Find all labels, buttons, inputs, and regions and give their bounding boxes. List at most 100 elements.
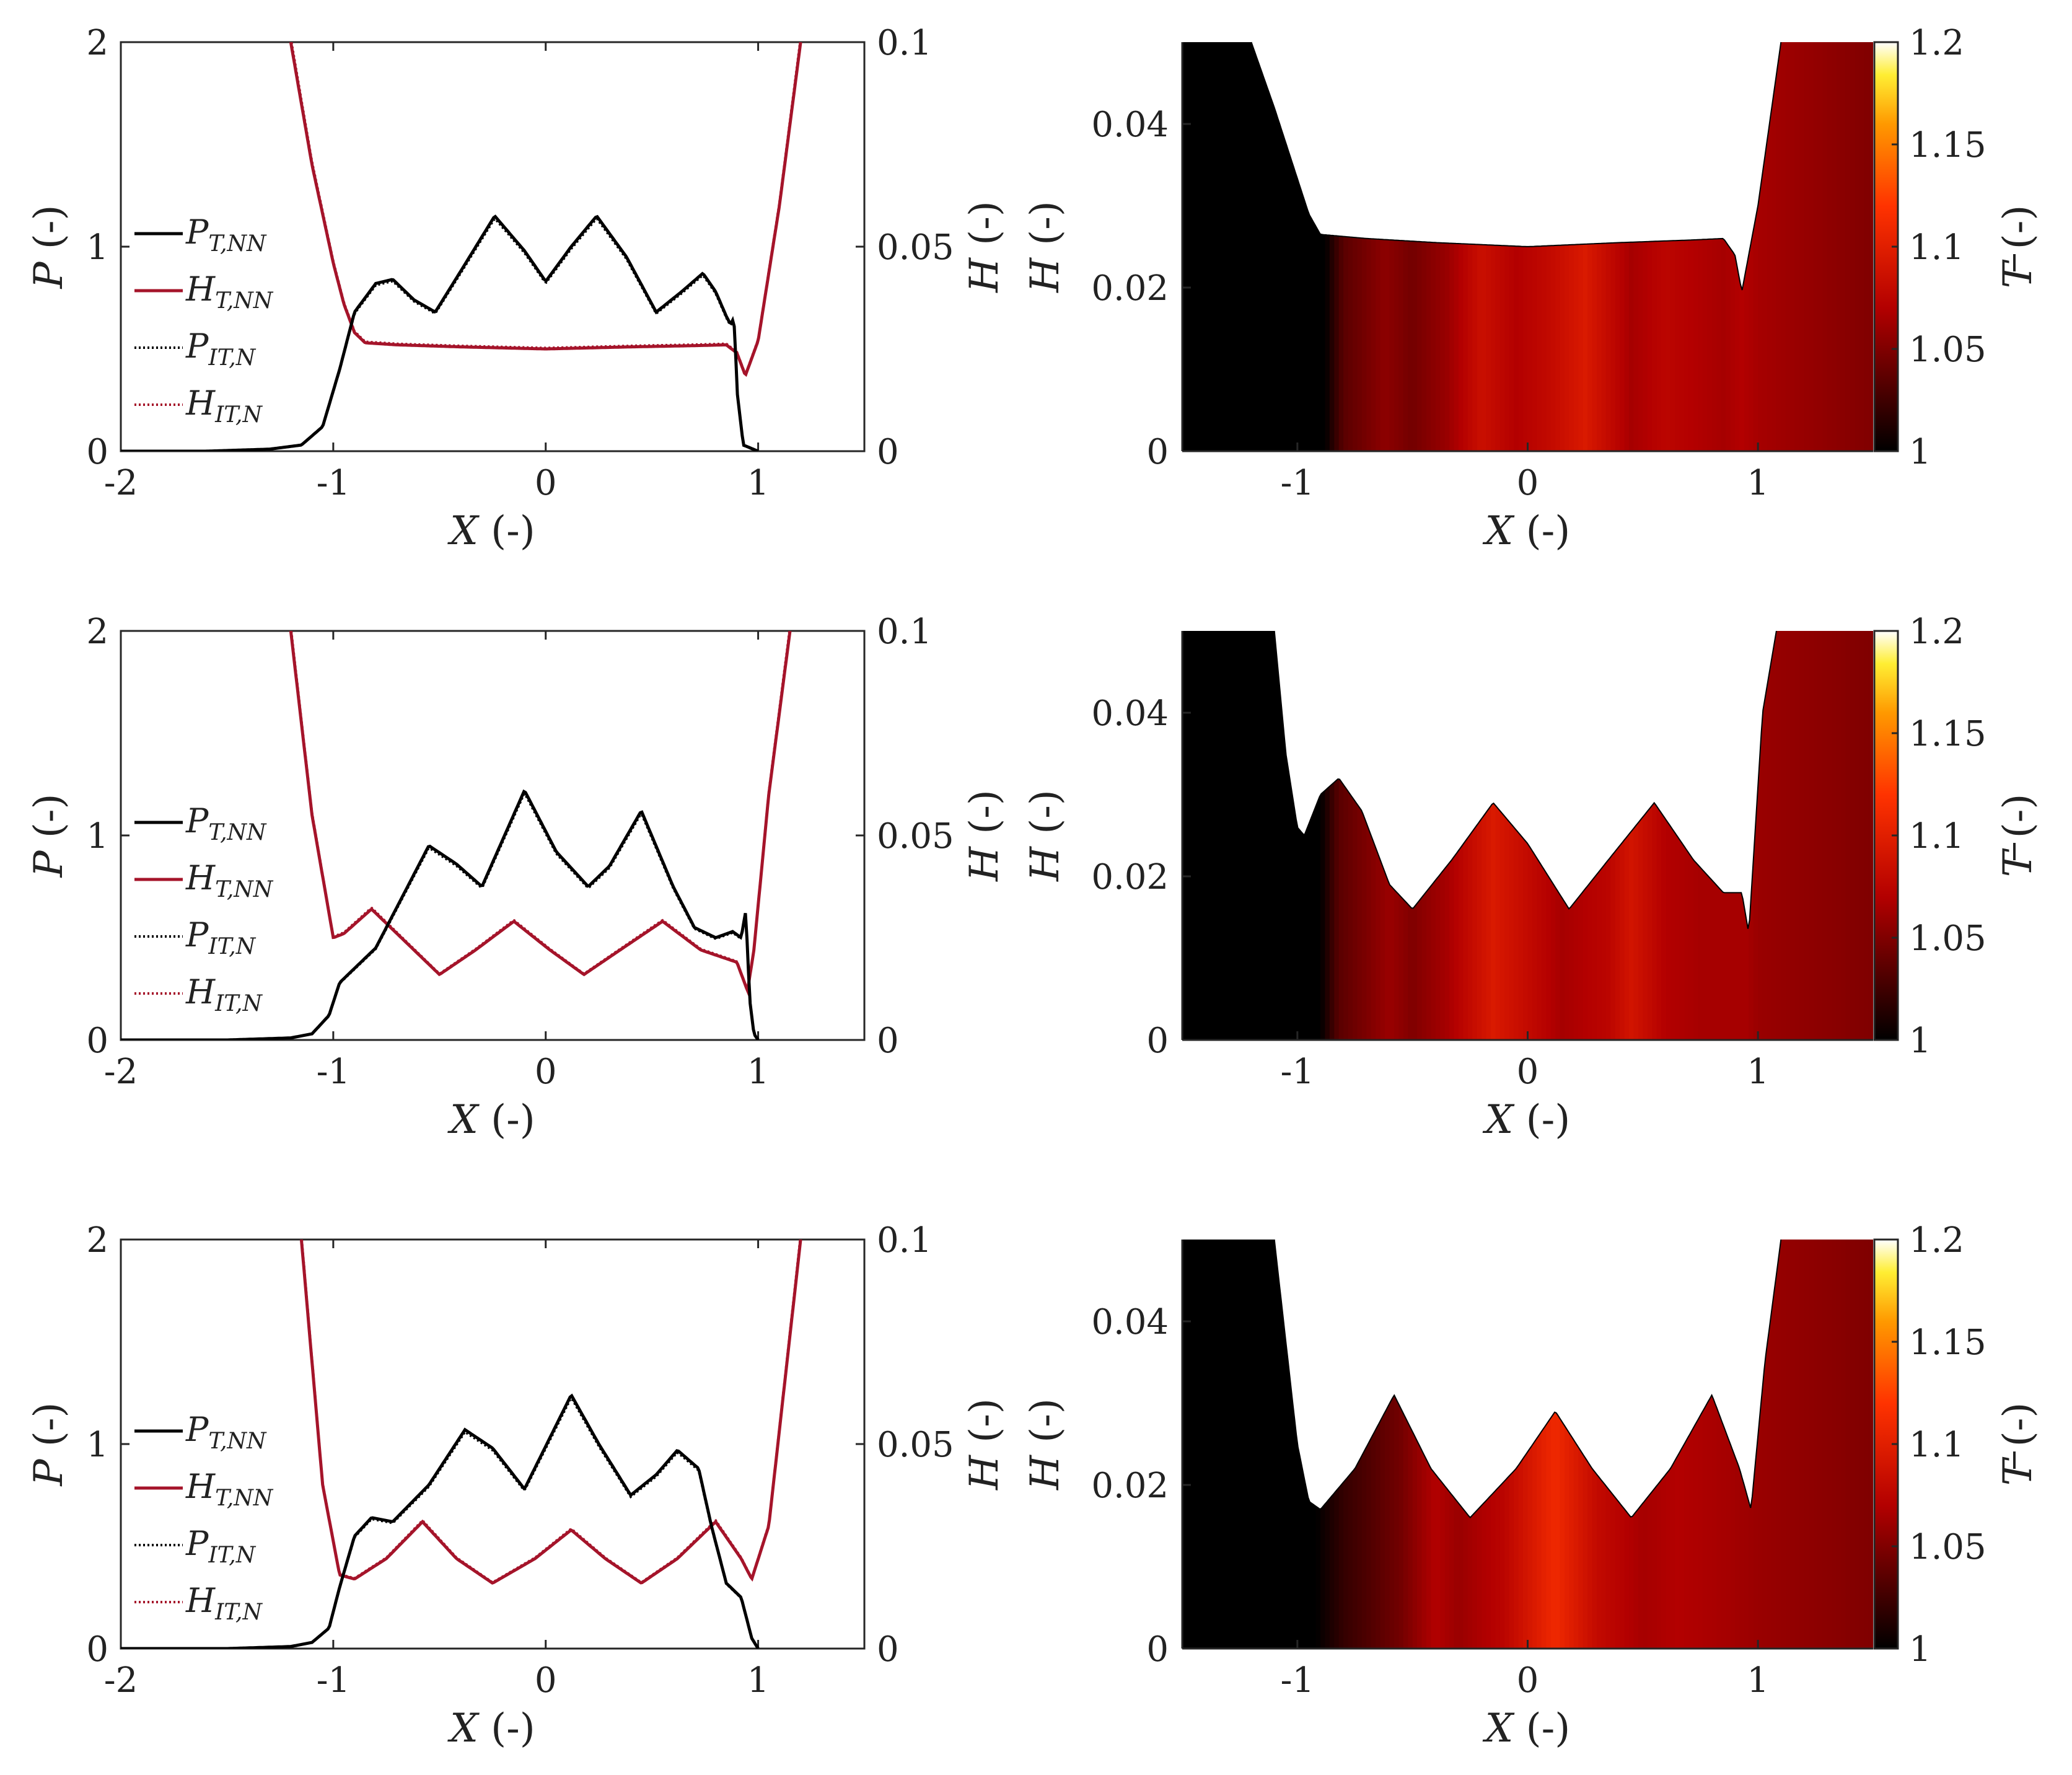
temperature-cell xyxy=(1394,42,1400,451)
x-tick-label: 0 xyxy=(535,463,557,503)
temperature-cell xyxy=(1532,631,1538,1040)
temperature-cell xyxy=(1758,1240,1763,1649)
temperature-cell xyxy=(1491,1240,1496,1649)
temperature-cell xyxy=(1804,631,1809,1040)
temperature-cell xyxy=(1813,631,1819,1040)
temperature-cell xyxy=(1361,42,1367,451)
temperature-cell xyxy=(1629,42,1635,451)
temperature-cell xyxy=(1274,42,1280,451)
temperature-cell xyxy=(1228,631,1234,1040)
temperature-cell xyxy=(1749,42,1754,451)
temperature-cell xyxy=(1214,42,1220,451)
temperature-cell xyxy=(1366,631,1372,1040)
temperature-field xyxy=(1182,631,1873,1040)
temperature-cell xyxy=(1864,42,1869,451)
temperature-cell xyxy=(1758,631,1763,1040)
temperature-cell xyxy=(1435,631,1441,1040)
temperature-cell xyxy=(1200,1240,1206,1649)
legend-entry: HT,NN xyxy=(185,1467,274,1511)
temperature-cell xyxy=(1698,631,1703,1040)
temperature-cell xyxy=(1343,631,1349,1040)
temperature-cell xyxy=(1573,42,1579,451)
temperature-cell xyxy=(1868,1240,1873,1649)
y2-tick-label: 0.05 xyxy=(877,816,954,857)
temperature-cell xyxy=(1726,42,1731,451)
temperature-cell xyxy=(1223,631,1229,1040)
temperature-cell xyxy=(1514,631,1519,1040)
temperature-cell xyxy=(1182,631,1188,1040)
temperature-cell xyxy=(1688,1240,1695,1649)
temperature-cell xyxy=(1804,1240,1809,1649)
temperature-cell xyxy=(1656,42,1662,451)
x-tick-label: -2 xyxy=(104,1660,138,1701)
y-tick-label: 0.04 xyxy=(1091,694,1169,734)
legend-entry: HIT,N xyxy=(185,384,263,428)
y-tick-label: 1 xyxy=(86,816,108,857)
temperature-cell xyxy=(1624,1240,1630,1649)
temperature-cell xyxy=(1864,1240,1869,1649)
temperature-cell xyxy=(1196,1240,1201,1649)
x-tick-label: 1 xyxy=(1747,463,1769,503)
temperature-cell xyxy=(1311,1240,1317,1649)
temperature-cell xyxy=(1431,631,1436,1040)
temperature-cell xyxy=(1583,1240,1589,1649)
y2-tick-label: 0.05 xyxy=(877,227,954,268)
temperature-cell xyxy=(1320,1240,1326,1649)
y-tick-label: 0.04 xyxy=(1091,105,1169,145)
temperature-cell xyxy=(1707,42,1713,451)
temperature-cell xyxy=(1389,42,1395,451)
y2-tick-label: 0.1 xyxy=(877,23,932,63)
temperature-cell xyxy=(1781,42,1786,451)
y2-tick-label: 0 xyxy=(877,1021,899,1061)
temperature-cell xyxy=(1376,1240,1381,1649)
temperature-cell xyxy=(1242,631,1248,1040)
temperature-cell xyxy=(1376,631,1381,1040)
x-tick-label: 1 xyxy=(1747,1052,1769,1092)
series-P-IT-N xyxy=(121,792,760,1040)
temperature-cell xyxy=(1247,631,1252,1040)
temperature-cell xyxy=(1306,1240,1312,1649)
temperature-cell xyxy=(1454,1240,1459,1649)
temperature-cell xyxy=(1482,631,1487,1040)
temperature-cell xyxy=(1334,631,1340,1040)
temperature-cell xyxy=(1597,1240,1602,1649)
temperature-cell xyxy=(1684,1240,1690,1649)
temperature-cell xyxy=(1343,42,1349,451)
temperature-cell xyxy=(1859,631,1865,1040)
legend-entry: HIT,N xyxy=(185,1581,263,1625)
temperature-cell xyxy=(1315,631,1321,1040)
temperature-cell xyxy=(1776,42,1782,451)
temperature-cell xyxy=(1270,42,1275,451)
temperature-cell xyxy=(1209,42,1216,451)
temperature-cell xyxy=(1509,1240,1515,1649)
temperature-cell xyxy=(1191,42,1197,451)
temperature-cell xyxy=(1569,1240,1574,1649)
temperature-cell xyxy=(1270,1240,1275,1649)
temperature-cell xyxy=(1610,631,1616,1040)
temperature-cell xyxy=(1739,42,1745,451)
temperature-cell xyxy=(1698,1240,1703,1649)
temperature-cell xyxy=(1767,42,1773,451)
temperature-cell xyxy=(1288,631,1294,1040)
temperature-cell xyxy=(1504,1240,1510,1649)
temperature-cell xyxy=(1357,631,1363,1040)
temperature-cell xyxy=(1827,631,1833,1040)
temperature-cell xyxy=(1799,631,1805,1040)
temperature-cell xyxy=(1288,1240,1294,1649)
temperature-cell xyxy=(1550,631,1556,1040)
temperature-cell xyxy=(1716,42,1722,451)
y2-tick-label: 0.05 xyxy=(877,1425,954,1465)
series-H-IT-N xyxy=(290,42,802,376)
y-tick-label: 0.04 xyxy=(1091,1302,1169,1342)
colorbar-tick-label: 1 xyxy=(1909,432,1931,472)
temperature-cell xyxy=(1762,631,1768,1040)
temperature-cell xyxy=(1771,631,1777,1040)
temperature-cell xyxy=(1652,1240,1657,1649)
temperature-cell xyxy=(1813,1240,1819,1649)
y2-tick-label: 0 xyxy=(877,432,899,472)
temperature-cell xyxy=(1675,1240,1680,1649)
temperature-cell xyxy=(1822,631,1828,1040)
temperature-cell xyxy=(1486,42,1492,451)
temperature-cell xyxy=(1467,631,1473,1040)
temperature-cell xyxy=(1546,42,1552,451)
